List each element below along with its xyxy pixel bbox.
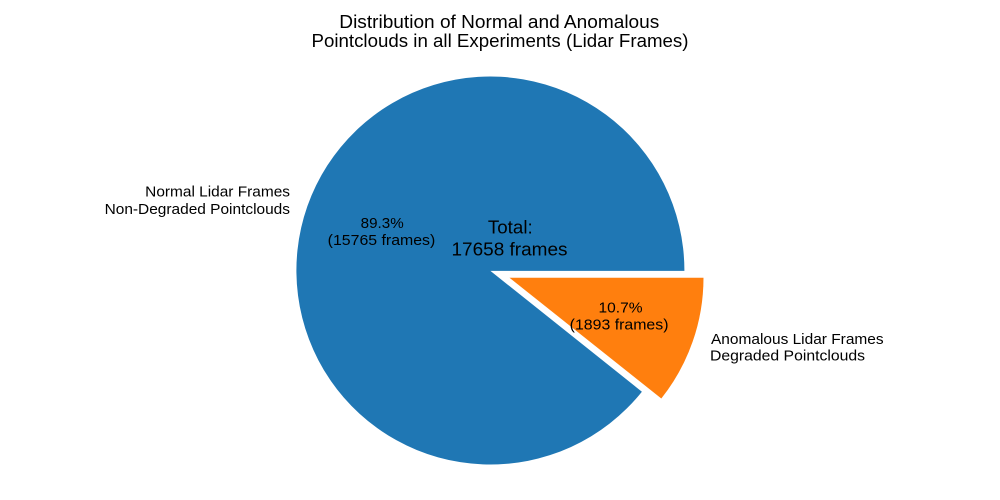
- svg-text:Distribution of Normal and Ano: Distribution of Normal and Anomalous: [339, 11, 659, 32]
- svg-text:(15765 frames): (15765 frames): [328, 233, 436, 249]
- svg-text:Non-Degraded Pointclouds: Non-Degraded Pointclouds: [105, 202, 290, 218]
- svg-text:Pointclouds in all Experiments: Pointclouds in all Experiments (Lidar Fr…: [312, 30, 689, 51]
- svg-text:17658 frames: 17658 frames: [452, 239, 568, 260]
- svg-text:Normal Lidar Frames: Normal Lidar Frames: [145, 185, 290, 201]
- svg-text:Degraded Pointclouds: Degraded Pointclouds: [710, 349, 865, 365]
- svg-text:Total:: Total:: [488, 217, 533, 238]
- svg-text:89.3%: 89.3%: [361, 216, 404, 232]
- svg-text:10.7%: 10.7%: [599, 300, 643, 316]
- svg-text:Anomalous Lidar Frames: Anomalous Lidar Frames: [711, 332, 884, 348]
- svg-text:(1893 frames): (1893 frames): [570, 317, 669, 333]
